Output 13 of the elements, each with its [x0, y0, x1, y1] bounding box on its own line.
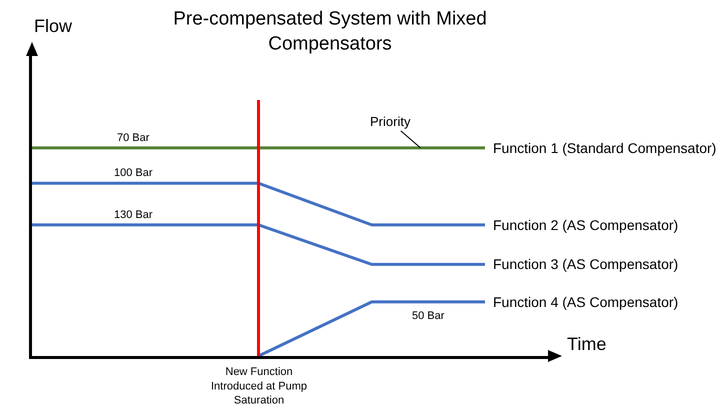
series-label: Function 2 (AS Compensator) [493, 217, 678, 233]
annotation: 70 Bar [117, 132, 150, 144]
annotation: 130 Bar [114, 209, 153, 221]
text: Flow [34, 16, 74, 36]
series-label: Function 3 (AS Compensator) [493, 256, 678, 272]
annotation: 50 Bar [412, 310, 445, 322]
annotation: Priority [370, 114, 411, 129]
text: New Function Introduced at Pump Saturation [211, 366, 308, 407]
series-label: Function 1 (Standard Compensator) [493, 140, 716, 156]
chart-title: Pre-compensated System with Mixed Compensators [173, 8, 487, 54]
annotation: 100 Bar [114, 167, 153, 179]
x-axis-title: Time [567, 334, 606, 354]
series-label: Function 4 (AS Compensator) [493, 294, 678, 310]
